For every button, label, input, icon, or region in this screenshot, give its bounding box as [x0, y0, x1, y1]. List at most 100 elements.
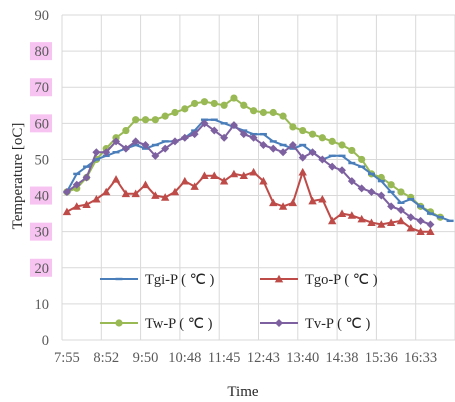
data-point-tgo — [426, 227, 435, 236]
data-point-tw — [299, 126, 307, 135]
data-point-tw — [240, 101, 248, 109]
y-tick-highlight — [30, 114, 52, 133]
data-point-tv — [210, 126, 219, 135]
data-point-tgo — [160, 193, 170, 201]
data-point-tv — [318, 155, 327, 164]
legend-label-tgo: Tgo-P ( ℃ ) — [305, 272, 378, 288]
legend-label-tv: Tv-P ( ℃ ) — [305, 316, 370, 332]
legend-item-tgo: Tgo-P ( ℃ ) — [260, 272, 378, 288]
data-point-tgi — [407, 197, 415, 201]
data-point-tv — [387, 202, 396, 211]
data-point-tv — [259, 141, 268, 149]
data-point-tv — [426, 220, 435, 229]
data-point-tw — [171, 108, 179, 117]
data-point-tw — [397, 188, 405, 196]
data-point-tgi — [112, 151, 120, 154]
y-tick-highlight — [30, 186, 52, 205]
data-point-tgo — [62, 207, 72, 216]
data-point-tgo — [386, 218, 396, 226]
data-point-tgo — [151, 191, 160, 199]
data-point-tgi — [377, 179, 385, 183]
data-point-tw — [230, 94, 238, 102]
data-point-tgi — [83, 165, 91, 168]
data-point-tv — [377, 191, 386, 200]
data-point-tw — [210, 99, 218, 108]
data-point-tgo — [406, 223, 415, 232]
data-point-tgo — [249, 167, 258, 176]
data-point-tgo — [190, 182, 199, 190]
legend: Tgi-P ( ℃ ) Tgo-P ( ℃ ) Tw-P ( ℃ ) Tv-P ( ℃… — [100, 272, 378, 332]
x-tick-label: 14:38 — [325, 350, 358, 366]
legend-marker-tv — [275, 319, 283, 327]
y-tick-labels: 0 10 20 30 40 50 60 70 80 90 — [35, 8, 50, 349]
legend-label-tgi: Tgi-P ( ℃ ) — [145, 272, 214, 288]
y-tick-highlight — [30, 222, 52, 241]
series-tgo — [62, 167, 435, 236]
data-point-tgi — [210, 118, 218, 121]
data-point-tv — [151, 151, 160, 160]
data-point-tgo — [210, 171, 219, 180]
data-point-tv — [200, 119, 209, 128]
data-point-tv — [239, 130, 248, 139]
data-point-tw — [249, 107, 258, 115]
x-tick-label: 16:33 — [404, 350, 437, 366]
data-point-tgo — [416, 227, 425, 236]
data-point-tgo — [318, 194, 327, 203]
data-point-tgo — [111, 175, 121, 183]
data-point-tgo — [219, 176, 229, 185]
data-point-tgi — [259, 132, 267, 136]
data-point-tgo — [337, 209, 347, 217]
x-tick-label: 12:43 — [247, 350, 280, 366]
data-point-tv — [367, 187, 376, 196]
legend-item-tgi: Tgi-P ( ℃ ) — [100, 272, 214, 288]
data-point-tgo — [72, 202, 81, 210]
legend-label-tw: Tw-P ( ℃ ) — [145, 316, 213, 332]
data-point-tgo — [278, 202, 288, 210]
legend-item-tv: Tv-P ( ℃ ) — [260, 316, 370, 332]
data-point-tgi — [367, 172, 375, 176]
data-point-tw — [348, 146, 356, 155]
data-point-tgo — [141, 180, 150, 189]
data-point-tv — [279, 148, 288, 157]
data-point-tw — [338, 141, 346, 149]
data-point-tv — [141, 141, 150, 149]
data-point-tgi — [161, 140, 169, 143]
data-point-tgo — [259, 176, 268, 185]
data-point-tgo — [308, 196, 317, 205]
data-point-tv — [112, 137, 121, 146]
data-point-tgo — [239, 171, 248, 180]
data-point-tgo — [298, 167, 307, 176]
data-point-tv — [338, 166, 347, 175]
data-point-tgi — [328, 154, 336, 158]
data-point-tv — [121, 144, 130, 153]
series-line-tgi — [66, 118, 451, 222]
y-tick-highlight — [30, 258, 52, 277]
y-tick-label: 60 — [35, 116, 50, 132]
data-point-tv — [161, 144, 170, 153]
y-axis-title: Temperature [oC] — [10, 123, 26, 230]
data-point-tgo — [102, 187, 111, 196]
data-point-tv — [220, 133, 229, 142]
data-point-tv — [190, 130, 199, 139]
data-point-tv — [249, 133, 258, 142]
x-tick-label: 10:48 — [168, 350, 201, 366]
data-point-tv — [269, 144, 278, 153]
data-point-tgo — [82, 200, 91, 208]
data-point-tw — [328, 137, 336, 145]
data-point-tv — [347, 177, 356, 186]
y-tick-highlight — [30, 78, 52, 97]
data-point-tw — [387, 181, 395, 189]
data-point-tgi — [151, 143, 159, 147]
data-point-tgi — [348, 161, 356, 165]
data-point-tv — [131, 137, 140, 146]
x-tick-labels: 7:55 8:52 9:50 10:48 11:45 12:43 13:40 14:38 15:… — [54, 350, 437, 366]
data-point-tw — [358, 155, 366, 164]
data-point-tgo — [121, 189, 131, 198]
data-point-tgo — [170, 187, 180, 196]
data-point-tgo — [367, 218, 376, 226]
data-point-tw — [220, 101, 228, 109]
data-point-tgi — [426, 212, 434, 215]
data-point-tgi — [446, 219, 454, 223]
data-point-tv — [62, 187, 71, 196]
y-tick-label: 50 — [35, 152, 50, 168]
